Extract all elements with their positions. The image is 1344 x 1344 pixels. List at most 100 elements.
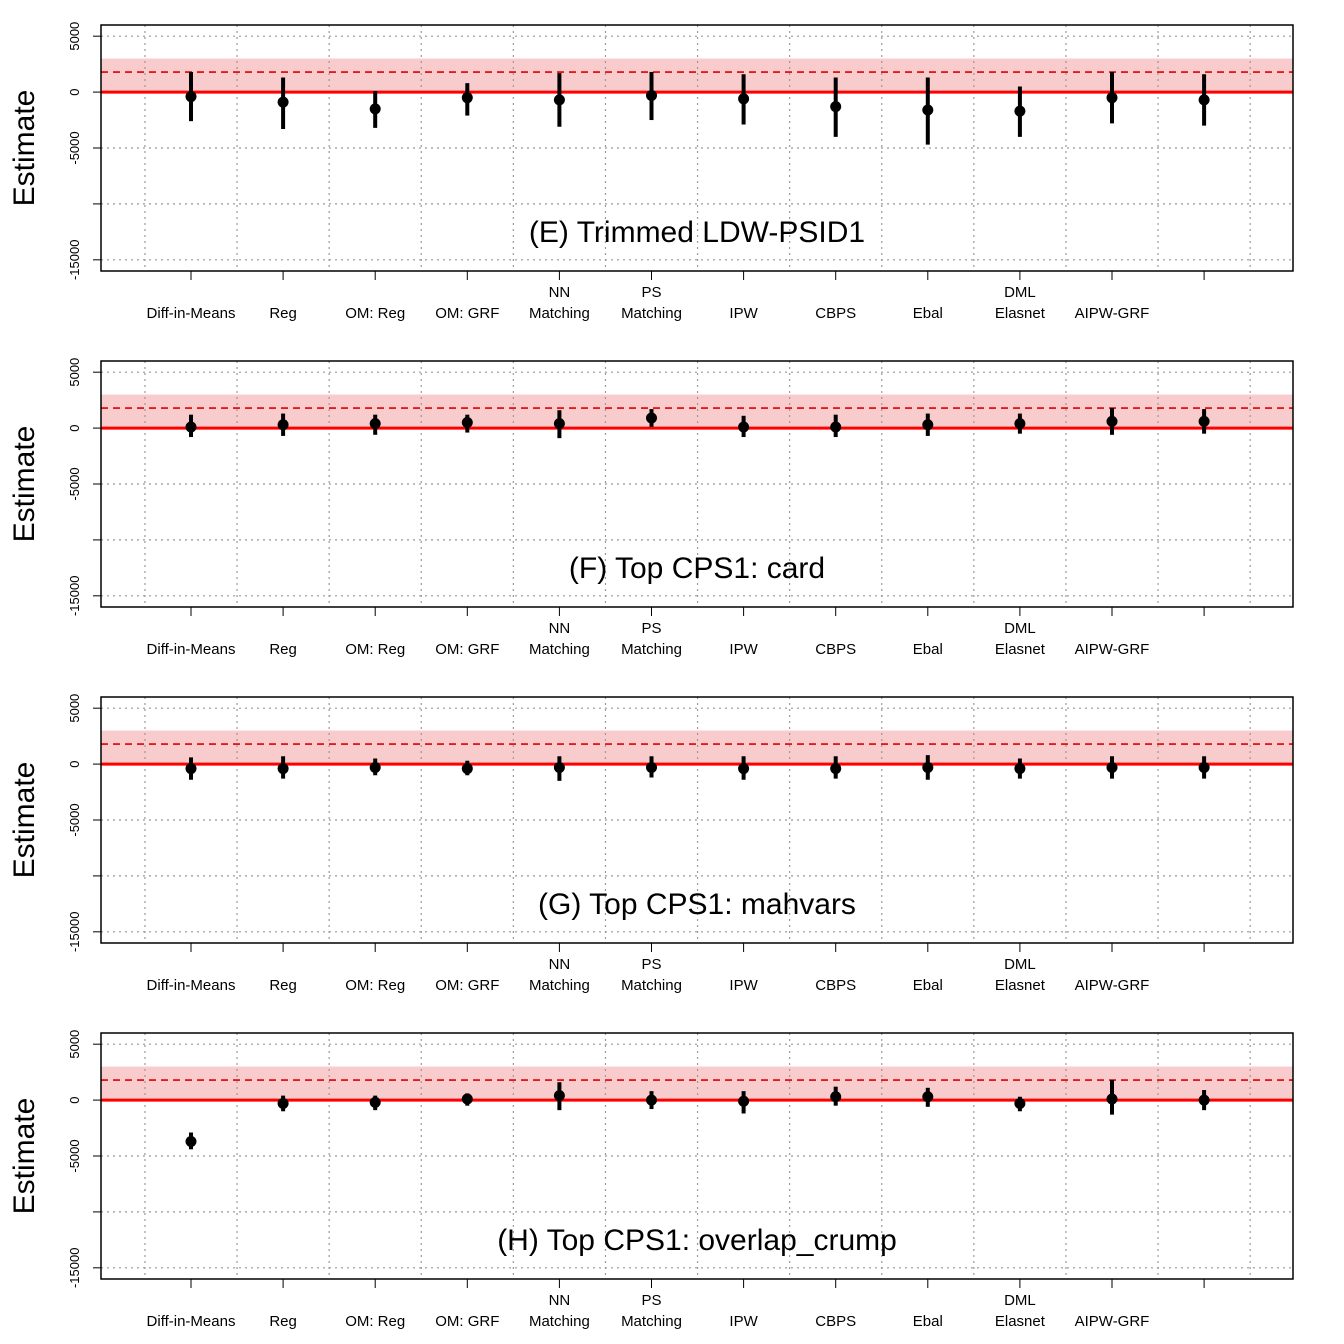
y-axis-label: Estimate	[8, 1098, 41, 1215]
x-tick-label: NN	[549, 284, 571, 301]
estimate-point	[369, 761, 381, 773]
panel-label: (H) Top CPS1: overlap_crump	[497, 1224, 897, 1257]
x-tick-label: OM: GRF	[435, 641, 499, 658]
y-tick-label: -5000	[67, 1139, 82, 1172]
reference-band	[101, 730, 1293, 765]
estimate-point	[830, 421, 842, 433]
estimate-point	[461, 1093, 473, 1105]
estimate-point	[830, 763, 842, 775]
x-tick-label: CBPS	[815, 641, 856, 658]
x-tick-label: Matching	[529, 977, 590, 994]
x-tick-label: NN	[549, 1292, 571, 1309]
x-tick-label: Ebal	[913, 977, 943, 994]
estimate-point	[369, 418, 381, 430]
x-tick-label: OM: Reg	[345, 641, 405, 658]
x-tick-label: DML	[1004, 284, 1036, 301]
y-tick-label: 5000	[67, 694, 82, 723]
estimate-point	[1014, 418, 1026, 430]
reference-band	[101, 58, 1293, 93]
estimate-point	[369, 103, 381, 115]
estimate-point	[185, 763, 197, 775]
y-tick-label: 5000	[67, 358, 82, 387]
y-tick-label: 0	[67, 424, 82, 431]
y-tick-label: 0	[67, 760, 82, 767]
x-tick-label: Ebal	[913, 641, 943, 658]
x-tick-label: Reg	[269, 641, 297, 658]
y-tick-label: -5000	[67, 467, 82, 500]
x-tick-label: PS	[641, 620, 661, 637]
x-tick-label: Matching	[621, 305, 682, 322]
x-tick-label: Reg	[269, 1313, 297, 1330]
y-tick-label: -5000	[67, 803, 82, 836]
x-tick-label: OM: GRF	[435, 977, 499, 994]
x-tick-label: Matching	[529, 1313, 590, 1330]
estimate-point	[277, 419, 289, 431]
estimate-point	[738, 421, 750, 433]
y-tick-label: -15000	[67, 576, 82, 616]
x-tick-label: NN	[549, 956, 571, 973]
x-tick-label: OM: Reg	[345, 977, 405, 994]
panel-2: (F) Top CPS1: card 5000 0 -5000 -15000 Estima…	[8, 358, 1294, 658]
x-tick-label: CBPS	[815, 1313, 856, 1330]
estimate-point	[553, 418, 565, 430]
x-tick-label: Elasnet	[995, 977, 1046, 994]
y-tick-label: 5000	[67, 1030, 82, 1059]
estimate-point	[1198, 1094, 1210, 1106]
panel-1: (E) Trimmed LDW-PSID1 5000 0 -5000 -15000 Est…	[8, 22, 1294, 322]
y-tick-label: -15000	[67, 240, 82, 280]
panel-label: (E) Trimmed LDW-PSID1	[529, 216, 865, 249]
estimate-point	[1198, 761, 1210, 773]
panels: (E) Trimmed LDW-PSID1 5000 0 -5000 -15000 Est…	[8, 22, 1294, 1330]
estimate-point	[922, 761, 934, 773]
y-tick-label: -15000	[67, 912, 82, 952]
x-tick-label: DML	[1004, 956, 1036, 973]
panel-label: (G) Top CPS1: mahvars	[538, 888, 856, 921]
estimate-point	[461, 763, 473, 775]
x-tick-label: AIPW-GRF	[1075, 977, 1150, 994]
x-tick-label: Diff-in-Means	[147, 641, 236, 658]
x-tick-label: DML	[1004, 620, 1036, 637]
plot-area	[101, 361, 1293, 607]
estimate-point	[922, 104, 934, 116]
x-tick-label: Elasnet	[995, 305, 1046, 322]
x-tick-label: CBPS	[815, 305, 856, 322]
panel-4: (H) Top CPS1: overlap_crump 5000 0 -5000 -15…	[8, 1030, 1294, 1330]
x-tick-label: IPW	[729, 641, 758, 658]
estimate-point	[277, 1097, 289, 1109]
x-tick-label: NN	[549, 620, 571, 637]
x-tick-label: OM: GRF	[435, 305, 499, 322]
panel-label: (F) Top CPS1: card	[569, 552, 825, 585]
x-tick-label: Matching	[621, 641, 682, 658]
x-tick-label: Matching	[621, 977, 682, 994]
y-tick-label: 5000	[67, 22, 82, 51]
estimate-point	[185, 1135, 197, 1147]
estimate-point	[553, 761, 565, 773]
x-tick-label: Reg	[269, 305, 297, 322]
estimate-point	[646, 89, 657, 101]
estimate-point	[1014, 763, 1026, 775]
plot-area	[101, 697, 1293, 943]
x-tick-label: IPW	[729, 1313, 758, 1330]
estimate-point	[461, 417, 473, 428]
x-tick-label: OM: Reg	[345, 305, 405, 322]
estimate-point	[646, 1094, 657, 1106]
x-tick-label: IPW	[729, 305, 758, 322]
x-tick-label: PS	[641, 956, 661, 973]
estimate-point	[830, 1091, 842, 1103]
x-tick-label: AIPW-GRF	[1075, 305, 1150, 322]
x-tick-label: Ebal	[913, 305, 943, 322]
y-axis-label: Estimate	[8, 762, 41, 879]
estimate-point	[369, 1096, 381, 1108]
estimate-point	[1106, 415, 1118, 427]
x-tick-label: Diff-in-Means	[147, 305, 236, 322]
estimate-point	[830, 101, 842, 113]
estimate-point	[738, 93, 750, 105]
y-tick-label: -5000	[67, 131, 82, 164]
estimate-point	[185, 421, 197, 433]
x-tick-label: AIPW-GRF	[1075, 641, 1150, 658]
estimate-point	[277, 96, 289, 108]
estimate-point	[1106, 1093, 1118, 1105]
panel-3: (G) Top CPS1: mahvars 5000 0 -5000 -15000 Est…	[8, 694, 1294, 994]
estimate-point	[1106, 92, 1118, 104]
estimate-point	[922, 1091, 934, 1103]
